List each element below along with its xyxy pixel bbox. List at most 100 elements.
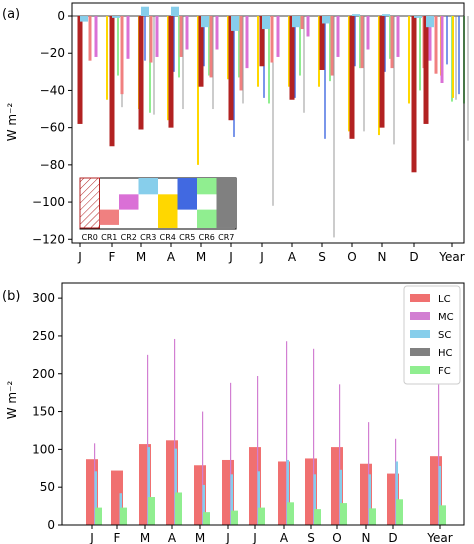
a-bar-cr2 xyxy=(185,16,189,50)
a-bar-cr2 xyxy=(366,16,370,50)
b-xtick-label: N xyxy=(362,531,371,544)
b-bar-fc xyxy=(258,507,265,525)
a-bar-cr7 xyxy=(212,16,214,110)
panel-b-legend: LC MC SC HC FC xyxy=(403,285,461,385)
b-bar-fc xyxy=(340,503,347,525)
b-legend-label: MC xyxy=(438,312,454,323)
a-bar-cr4 xyxy=(106,16,108,100)
b-ytick-label: 0 xyxy=(47,518,55,532)
a-bar-cr7 xyxy=(467,16,469,141)
a-bar-cr7 xyxy=(455,16,457,100)
b-xtick-label: M xyxy=(140,531,150,544)
a-bar-cr0 xyxy=(109,16,115,147)
panel-b-ticks: 0 50 100 150 200 250 300 J F M A M J J A S O N D Year xyxy=(32,291,453,544)
b-bar-sc xyxy=(174,448,177,525)
a-bar-cr5 xyxy=(354,16,356,67)
a-bar-cr3 xyxy=(80,16,88,22)
b-bar-mc xyxy=(174,338,176,525)
b-xtick-label: O xyxy=(332,531,341,544)
a-ytick-label: −40 xyxy=(40,83,65,97)
a-bar-cr3 xyxy=(141,6,149,17)
b-bar-sc xyxy=(339,469,342,525)
b-xtick-label: J xyxy=(225,531,230,544)
a-legend-swatch-cr6 xyxy=(197,178,217,195)
b-legend-label: LC xyxy=(438,294,451,305)
a-bar-cr3 xyxy=(382,14,390,17)
a-bar-cr3 xyxy=(201,16,209,28)
a-bar-cr5 xyxy=(233,16,235,137)
a-bar-cr4 xyxy=(452,16,454,98)
b-legend-swatch-fc xyxy=(410,366,430,374)
b-bar-fc xyxy=(95,507,102,525)
a-ytick-label: −100 xyxy=(32,195,65,209)
a-bar-cr2 xyxy=(336,16,340,57)
a-bar-cr2 xyxy=(245,16,249,69)
a-bar-cr1 xyxy=(88,16,92,61)
a-bar-cr6 xyxy=(299,16,301,76)
a-legend-swatch-cr4 xyxy=(158,194,178,228)
panel-a-ticks: 0 −20 −40 −60 −80 −100 −120 J F M A M J J A S O N D Year xyxy=(32,9,465,264)
a-bar-cr5 xyxy=(294,16,296,98)
b-bar-fc xyxy=(369,508,376,525)
a-bar-cr4 xyxy=(378,16,380,136)
a-bar-cr1 xyxy=(209,16,213,78)
b-bar-mc xyxy=(202,411,204,525)
b-xtick-label: D xyxy=(388,531,397,544)
a-bar-cr1 xyxy=(270,16,274,63)
panel-a-frame xyxy=(71,2,465,244)
a-bar-cr0 xyxy=(198,16,204,87)
b-ytick-label: 300 xyxy=(32,291,55,305)
a-bar-cr6 xyxy=(238,16,240,78)
a-bar-cr5 xyxy=(173,16,175,72)
a-xtick-label: A xyxy=(288,250,297,264)
a-legend-label: CR6 xyxy=(199,233,215,242)
a-bar-cr1 xyxy=(360,16,364,69)
a-bar-cr5 xyxy=(458,16,460,95)
a-bar-cr0 xyxy=(379,16,385,128)
panel-b-frame xyxy=(61,282,465,526)
b-legend-swatch-sc xyxy=(410,330,430,338)
a-legend-swatch-cr7 xyxy=(216,178,236,228)
a-bar-cr2 xyxy=(276,16,280,57)
a-bar-cr5 xyxy=(446,16,448,65)
a-bar-cr7 xyxy=(363,16,365,132)
b-legend-label: SC xyxy=(438,330,451,341)
b-bar-sc xyxy=(368,474,371,525)
a-bar-cr3 xyxy=(426,16,434,28)
b-bar-fc xyxy=(203,512,210,525)
panel-a-bars xyxy=(77,6,469,238)
a-xtick-label: F xyxy=(109,250,116,264)
b-legend-swatch-mc xyxy=(410,312,430,320)
a-bar-cr6 xyxy=(389,16,391,59)
b-bar-sc xyxy=(202,484,205,525)
a-xtick-label: D xyxy=(409,250,418,264)
a-bar-cr0 xyxy=(168,16,174,128)
a-ytick-label: −80 xyxy=(40,158,65,172)
b-bar-fc xyxy=(439,505,446,525)
a-bar-cr2 xyxy=(126,16,130,59)
b-xtick-label: Year xyxy=(426,531,452,544)
b-bar-sc xyxy=(286,459,289,525)
a-xtick-label: O xyxy=(347,250,356,264)
a-bar-cr2 xyxy=(428,16,432,61)
a-bar-cr7 xyxy=(153,16,155,115)
b-bar-fc xyxy=(287,502,294,525)
a-bar-cr3 xyxy=(352,14,360,17)
a-bar-cr1 xyxy=(120,16,124,95)
a-xtick-label: J xyxy=(77,250,82,264)
a-legend-swatch-cr0 xyxy=(79,177,100,229)
a-legend-swatch-cr3 xyxy=(138,178,158,195)
a-bar-cr2 xyxy=(440,16,444,84)
b-bar-mc xyxy=(368,422,370,525)
a-bar-cr4 xyxy=(167,16,169,121)
a-bar-cr4 xyxy=(257,16,259,87)
b-ytick-label: 200 xyxy=(32,367,55,381)
a-xtick-label: J xyxy=(259,250,264,264)
a-bar-cr2 xyxy=(94,16,98,57)
b-ytick-label: 100 xyxy=(32,442,55,456)
b-legend-box xyxy=(403,285,461,385)
b-xtick-label: S xyxy=(307,531,315,544)
a-bar-cr2 xyxy=(155,16,159,57)
b-bar-sc xyxy=(313,474,316,525)
b-xtick-label: J xyxy=(89,531,94,544)
